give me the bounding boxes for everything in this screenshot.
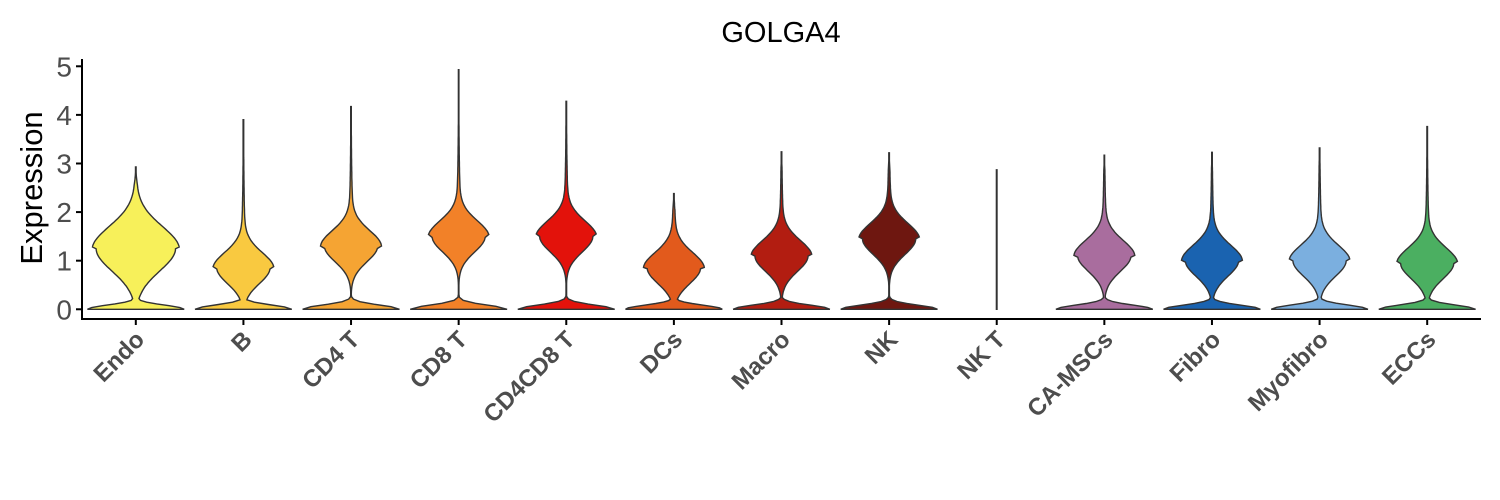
x-tick-label: ECCs	[1377, 326, 1441, 390]
x-tick-label: CD4CD8 T	[478, 326, 580, 428]
y-tick-label: 4	[56, 100, 72, 131]
x-tick-label: DCs	[635, 326, 688, 379]
violin-myofibro	[1270, 147, 1369, 310]
violin-nk	[840, 152, 938, 310]
y-tick-label: 1	[56, 246, 72, 277]
x-tick-label: NK	[860, 326, 904, 370]
violin-ca-mscs	[1055, 154, 1154, 310]
y-tick-label: 0	[56, 294, 72, 325]
violin-macro	[732, 151, 831, 310]
violin-b	[194, 119, 293, 310]
violin-fibro	[1163, 151, 1261, 310]
x-tick-label: B	[226, 326, 257, 357]
x-tick-label: CA-MSCs	[1022, 326, 1118, 422]
chart-title: GOLGA4	[721, 17, 840, 49]
violin-endo	[87, 166, 185, 310]
violins-group	[87, 69, 1476, 310]
x-tick-label: NK T	[952, 326, 1011, 385]
violin-dcs	[625, 192, 723, 310]
x-ticks-group: Endo B CD4 T CD8 T CD4CD8 T DCs Macro NK NK T CA-…	[89, 319, 1441, 428]
violin-cd4cd8-t	[517, 100, 615, 310]
x-tick-label: Myofibro	[1243, 326, 1334, 417]
x-tick-label: Endo	[89, 326, 151, 388]
x-tick-label: CD4 T	[297, 326, 365, 394]
y-tick-label: 5	[56, 51, 72, 82]
x-tick-label: CD8 T	[405, 326, 473, 394]
violin-eccs	[1378, 125, 1476, 310]
x-tick-label: Fibro	[1165, 326, 1227, 388]
violin-cd8-t	[410, 69, 508, 310]
violin-cd4-t	[302, 105, 400, 310]
y-axis-label: Expression	[14, 111, 49, 264]
y-tick-label: 3	[56, 148, 72, 179]
y-tick-label: 2	[56, 197, 72, 228]
violin-nk-t	[995, 169, 998, 310]
x-tick-label: Macro	[727, 326, 796, 395]
y-ticks-group: 0 1 2 3 4 5	[56, 51, 82, 325]
